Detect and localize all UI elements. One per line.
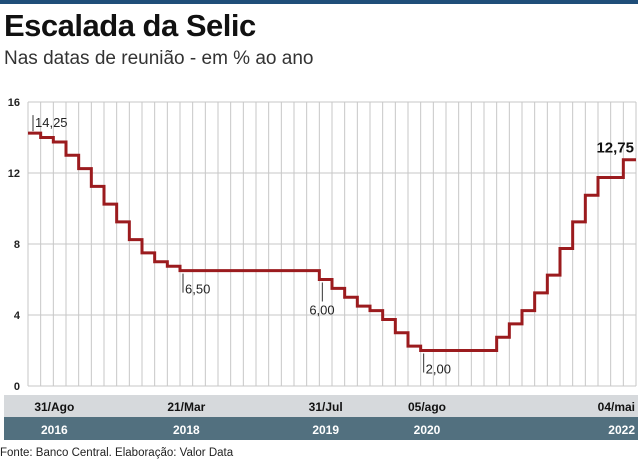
chart-subtitle: Nas datas de reunião - em % ao ano	[4, 48, 314, 69]
y-tick-label: 8	[14, 239, 20, 251]
y-axis: 0 4 8 12 16	[8, 97, 21, 393]
grid-lines	[27, 101, 637, 387]
x-tick-date: 05/ago	[408, 400, 446, 414]
x-tick-date: 31/Ago	[34, 400, 74, 414]
series-layer	[28, 131, 636, 352]
y-tick-label: 4	[14, 310, 21, 322]
top-accent-bar	[0, 0, 638, 4]
selic-series-line	[28, 131, 636, 352]
annotations: 14,25 6,50 6,00 2,00 12,75	[32, 115, 634, 377]
x-tick-date: 31/Jul	[309, 400, 343, 414]
annotation-label: 14,25	[35, 115, 68, 130]
y-tick-label: 12	[8, 168, 20, 180]
x-tick-year: 2020	[414, 423, 441, 437]
x-tick-date: 21/Mar	[167, 400, 205, 414]
x-tick-year: 2022	[608, 423, 635, 437]
x-band-years	[4, 417, 638, 440]
annotation-label: 6,50	[185, 282, 210, 297]
source-note: Fonte: Banco Central. Elaboração: Valor …	[0, 447, 234, 459]
annotation-label: 2,00	[426, 362, 451, 377]
annotation-label: 6,00	[309, 303, 334, 318]
y-tick-label: 16	[8, 97, 20, 109]
chart-title: Escalada da Selic	[4, 8, 256, 43]
x-axis-bands: 31/Ago 2016 21/Mar 2018 31/Jul 2019 05/ago 2020…	[4, 395, 638, 440]
x-tick-year: 2016	[41, 423, 68, 437]
x-tick-year: 2018	[173, 423, 200, 437]
annotation-label: 12,75	[596, 140, 634, 157]
x-band-dates	[4, 395, 638, 417]
x-tick-date: 04/mai	[598, 400, 635, 414]
y-tick-label: 0	[14, 381, 20, 393]
x-tick-year: 2019	[312, 423, 339, 437]
